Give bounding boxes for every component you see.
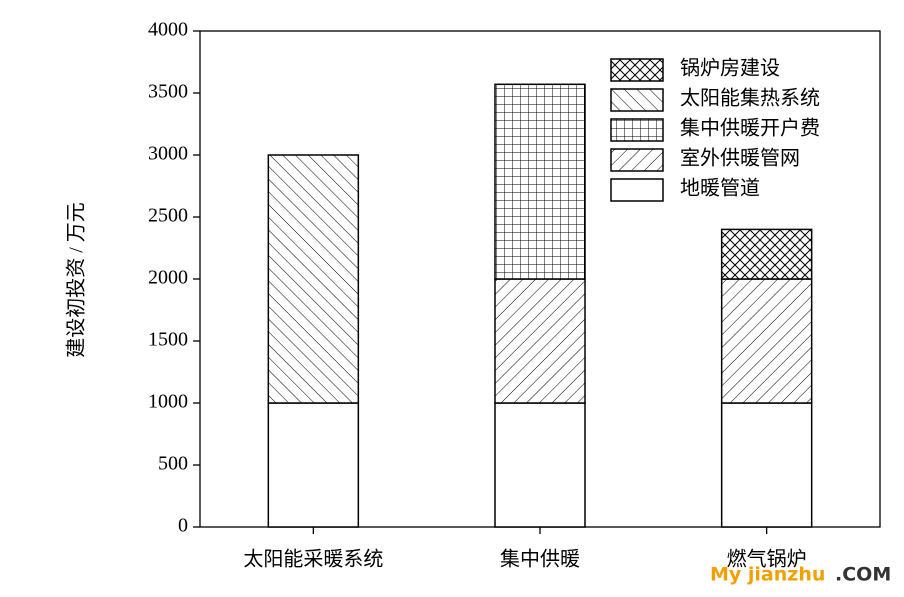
x-tick-label: 太阳能采暖系统	[243, 548, 383, 571]
y-tick-label: 2000	[148, 267, 188, 289]
x-tick-label: 燃气锅炉	[727, 548, 807, 571]
y-tick-label: 500	[158, 453, 188, 475]
y-tick-label: 4000	[148, 19, 188, 41]
legend-swatch	[610, 58, 664, 82]
bar-segment	[720, 278, 813, 404]
y-tick-label: 3000	[148, 143, 188, 165]
bar-segment	[494, 278, 586, 404]
x-tick-label: 集中供暖	[500, 548, 580, 571]
legend-label: 室外供暖管网	[680, 147, 800, 170]
legend-label: 集中供暖开户费	[680, 117, 820, 140]
y-tick-label: 1500	[148, 329, 188, 351]
legend-label: 太阳能集热系统	[680, 87, 820, 110]
watermark: .COM	[835, 564, 891, 586]
bar-segment	[720, 402, 813, 528]
legend-swatch	[610, 148, 664, 172]
legend-swatch	[610, 178, 664, 202]
bar-segment	[267, 154, 360, 404]
y-tick-label: 2500	[148, 205, 188, 227]
y-tick-label: 3500	[148, 81, 188, 103]
bar-segment	[494, 402, 586, 528]
watermark: My jianzhu	[710, 564, 825, 586]
legend-label: 锅炉房建设	[680, 57, 780, 80]
legend-swatch	[610, 88, 664, 112]
legend-swatch	[610, 118, 664, 142]
y-axis-label: 建设初投资 / 万元	[65, 202, 88, 358]
bar-segment	[267, 402, 360, 528]
bar-segment	[720, 228, 813, 280]
y-tick-label: 0	[178, 515, 188, 537]
y-tick-label: 1000	[148, 391, 188, 413]
legend-label: 地暖管道	[680, 177, 760, 200]
bar-segment	[494, 83, 586, 280]
